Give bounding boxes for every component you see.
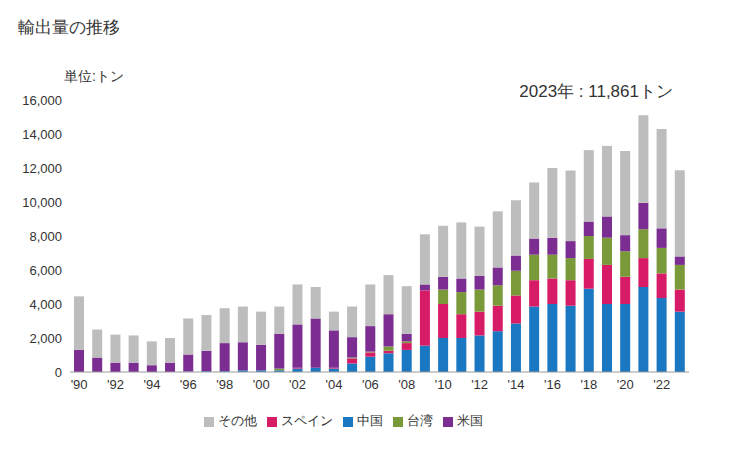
svg-text:'02: '02 bbox=[289, 377, 306, 392]
html-text:スペイン: スペイン bbox=[281, 413, 333, 428]
svg-text:2,000: 2,000 bbox=[29, 331, 62, 346]
svg-text:4,000: 4,000 bbox=[29, 297, 62, 312]
svg-text:'94: '94 bbox=[143, 377, 160, 392]
html-text:中国: 中国 bbox=[357, 413, 383, 428]
svg-text:'08: '08 bbox=[398, 377, 415, 392]
svg-text:'20: '20 bbox=[617, 377, 634, 392]
svg-text:'18: '18 bbox=[580, 377, 597, 392]
svg-text:'96: '96 bbox=[180, 377, 197, 392]
html-text:台湾: 台湾 bbox=[407, 413, 433, 428]
svg-text:8,000: 8,000 bbox=[29, 229, 62, 244]
svg-text:'06: '06 bbox=[362, 377, 379, 392]
svg-text:'00: '00 bbox=[253, 377, 270, 392]
html-text:2023年 : 11,861トン: 2023年 : 11,861トン bbox=[519, 82, 673, 101]
svg-text:'16: '16 bbox=[544, 377, 561, 392]
html-text:単位:トン: 単位:トン bbox=[64, 68, 124, 84]
svg-text:0: 0 bbox=[55, 365, 62, 380]
svg-text:14,000: 14,000 bbox=[22, 127, 62, 142]
svg-text:'10: '10 bbox=[435, 377, 452, 392]
svg-text:10,000: 10,000 bbox=[22, 195, 62, 210]
html-text:輸出量の推移: 輸出量の推移 bbox=[18, 18, 120, 37]
svg-text:6,000: 6,000 bbox=[29, 263, 62, 278]
svg-text:'92: '92 bbox=[107, 377, 124, 392]
svg-text:16,000: 16,000 bbox=[22, 93, 62, 108]
svg-text:'12: '12 bbox=[471, 377, 488, 392]
svg-text:'04: '04 bbox=[326, 377, 343, 392]
html-text:米国: 米国 bbox=[457, 413, 483, 428]
svg-text:'22: '22 bbox=[653, 377, 670, 392]
svg-text:'98: '98 bbox=[216, 377, 233, 392]
svg-text:'14: '14 bbox=[508, 377, 525, 392]
html-text:その他: その他 bbox=[218, 413, 257, 428]
svg-text:12,000: 12,000 bbox=[22, 161, 62, 176]
svg-text:'90: '90 bbox=[71, 377, 88, 392]
